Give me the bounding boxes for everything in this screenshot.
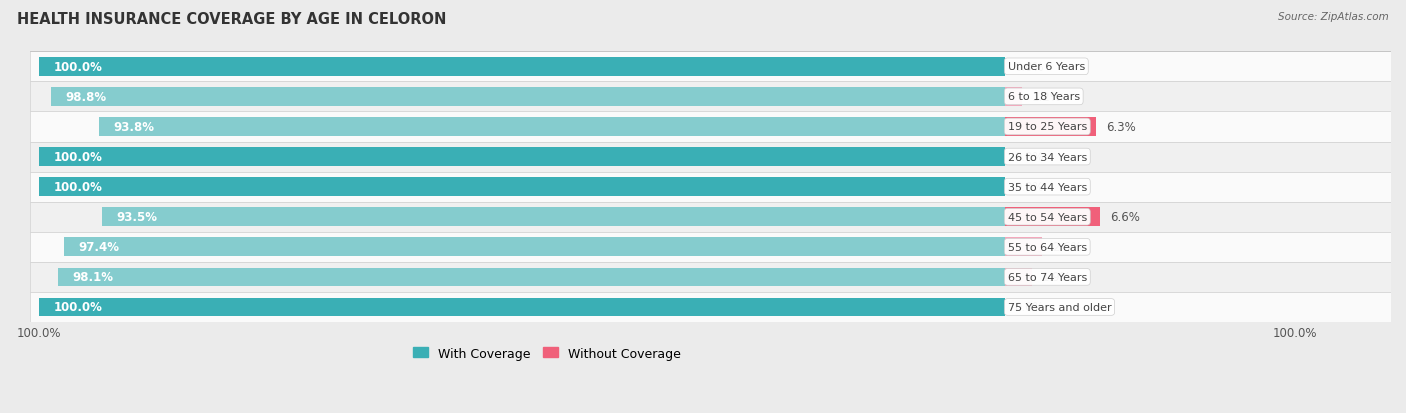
Bar xyxy=(51,88,1005,107)
Bar xyxy=(39,58,1005,76)
Text: 93.5%: 93.5% xyxy=(117,211,157,224)
Legend: With Coverage, Without Coverage: With Coverage, Without Coverage xyxy=(408,342,686,365)
Bar xyxy=(30,262,1391,292)
Text: 6 to 18 Years: 6 to 18 Years xyxy=(1008,92,1080,102)
Text: 6.3%: 6.3% xyxy=(1105,121,1136,134)
Bar xyxy=(30,172,1391,202)
Bar xyxy=(1005,238,1042,256)
Bar xyxy=(1005,268,1032,287)
Text: 1.2%: 1.2% xyxy=(1032,91,1062,104)
Text: 100.0%: 100.0% xyxy=(53,61,103,74)
Bar xyxy=(30,142,1391,172)
Bar xyxy=(58,268,1005,287)
Text: 100.0%: 100.0% xyxy=(53,181,103,194)
Bar xyxy=(30,52,1391,82)
Bar xyxy=(65,238,1005,256)
Text: 100.0%: 100.0% xyxy=(53,301,103,314)
Text: 100.0%: 100.0% xyxy=(53,151,103,164)
Text: 2.6%: 2.6% xyxy=(1052,241,1083,254)
Text: 0.0%: 0.0% xyxy=(1014,151,1045,164)
Text: Source: ZipAtlas.com: Source: ZipAtlas.com xyxy=(1278,12,1389,22)
Text: 26 to 34 Years: 26 to 34 Years xyxy=(1008,152,1087,162)
Text: 65 to 74 Years: 65 to 74 Years xyxy=(1008,272,1087,282)
Text: 97.4%: 97.4% xyxy=(79,241,120,254)
Text: 6.6%: 6.6% xyxy=(1109,211,1140,224)
Bar xyxy=(39,148,1005,166)
Bar xyxy=(103,208,1005,226)
Bar xyxy=(39,298,1005,316)
Text: 75 Years and older: 75 Years and older xyxy=(1008,302,1111,312)
Text: Under 6 Years: Under 6 Years xyxy=(1008,62,1085,72)
Bar xyxy=(1005,208,1101,226)
Text: 55 to 64 Years: 55 to 64 Years xyxy=(1008,242,1087,252)
Text: 45 to 54 Years: 45 to 54 Years xyxy=(1008,212,1087,222)
Text: 93.8%: 93.8% xyxy=(114,121,155,134)
Bar xyxy=(30,112,1391,142)
Text: 19 to 25 Years: 19 to 25 Years xyxy=(1008,122,1087,132)
Text: 0.0%: 0.0% xyxy=(1014,181,1045,194)
Bar xyxy=(1005,88,1022,107)
Bar xyxy=(1005,118,1097,136)
Bar xyxy=(30,292,1391,322)
Text: 0.0%: 0.0% xyxy=(1014,301,1045,314)
Text: 1.9%: 1.9% xyxy=(1042,271,1071,284)
Bar xyxy=(30,82,1391,112)
Text: 0.0%: 0.0% xyxy=(1014,61,1045,74)
Text: 98.8%: 98.8% xyxy=(65,91,107,104)
Bar xyxy=(98,118,1005,136)
Bar xyxy=(30,202,1391,232)
Text: 35 to 44 Years: 35 to 44 Years xyxy=(1008,182,1087,192)
Bar xyxy=(30,232,1391,262)
Text: 98.1%: 98.1% xyxy=(72,271,112,284)
Bar xyxy=(39,178,1005,197)
Text: HEALTH INSURANCE COVERAGE BY AGE IN CELORON: HEALTH INSURANCE COVERAGE BY AGE IN CELO… xyxy=(17,12,446,27)
